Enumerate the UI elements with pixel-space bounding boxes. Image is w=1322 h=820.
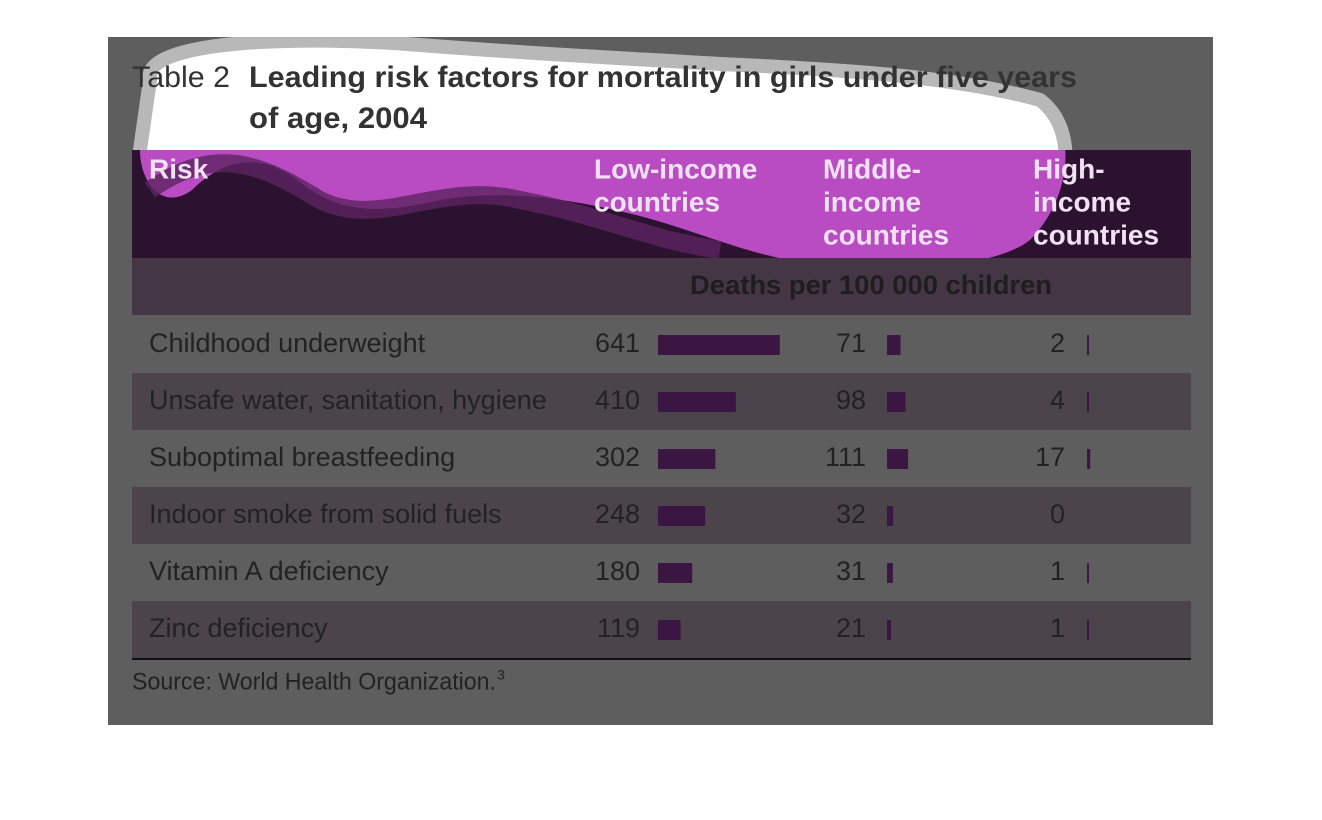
value: 2 [1050, 328, 1065, 358]
risk-label: Vitamin A deficiency [149, 556, 389, 586]
unit-band [132, 258, 1191, 315]
value: 119 [597, 613, 640, 643]
risk-label: Unsafe water, sanitation, hygiene [149, 385, 547, 415]
column-header: income [823, 186, 921, 217]
value: 31 [836, 556, 866, 586]
value: 641 [595, 328, 640, 358]
bar [658, 563, 693, 583]
column-header: income [1033, 186, 1131, 217]
source-note: 3 [497, 667, 505, 683]
value: 32 [836, 499, 866, 529]
column-header: countries [594, 186, 720, 217]
unit-label: Deaths per 100 000 children [690, 270, 1052, 300]
value: 21 [836, 613, 866, 643]
value: 111 [825, 442, 866, 472]
value: 4 [1050, 385, 1065, 415]
column-header: Low-income [594, 153, 757, 184]
bar [658, 449, 716, 469]
bar [1087, 392, 1089, 412]
value: 1 [1050, 613, 1065, 643]
value: 71 [836, 328, 866, 358]
value: 17 [1035, 442, 1065, 472]
value: 0 [1050, 499, 1065, 529]
value: 410 [595, 385, 640, 415]
bar [887, 506, 894, 526]
value: 302 [595, 442, 640, 472]
bar [1087, 563, 1089, 583]
risk-label: Suboptimal breastfeeding [149, 442, 455, 472]
source: Source: World Health Organization. [132, 668, 496, 695]
table-title: Leading risk factors for mortality in gi… [249, 61, 1077, 94]
bar [887, 563, 893, 583]
bar [658, 392, 736, 412]
value: 180 [595, 556, 640, 586]
bar [658, 335, 780, 355]
bar [1087, 449, 1091, 469]
table-title: of age, 2004 [249, 102, 427, 135]
column-header: Middle- [823, 153, 921, 184]
risk-label: Zinc deficiency [149, 613, 328, 643]
risk-label: Childhood underweight [149, 328, 426, 358]
column-header: countries [823, 219, 949, 250]
column-header: countries [1033, 219, 1159, 250]
table-label: Table 2 [132, 61, 230, 94]
column-header: Risk [149, 153, 209, 184]
value: 1 [1050, 556, 1065, 586]
bar [887, 620, 891, 640]
value: 248 [595, 499, 640, 529]
bar [887, 392, 906, 412]
risk-label: Indoor smoke from solid fuels [149, 499, 502, 529]
overlay-ribbon [144, 154, 722, 259]
bar [658, 620, 681, 640]
value: 98 [836, 385, 866, 415]
bar [1087, 620, 1089, 640]
bar [887, 335, 901, 355]
bar [887, 449, 909, 469]
bar [1087, 335, 1089, 355]
column-header: High- [1033, 153, 1105, 184]
bar [658, 506, 706, 526]
